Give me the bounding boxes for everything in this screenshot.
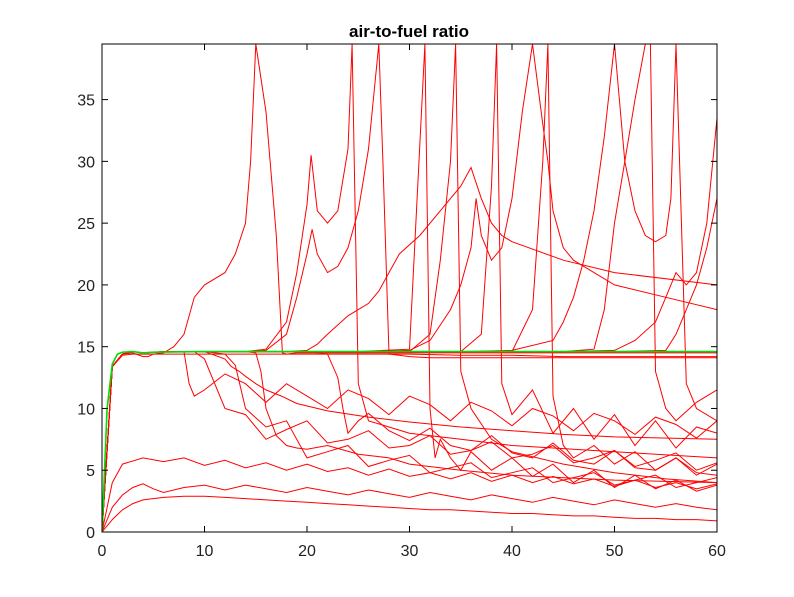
chart-title: air-to-fuel ratio xyxy=(349,22,469,41)
y-tick-label: 10 xyxy=(77,401,95,418)
series-line-3 xyxy=(102,44,717,532)
y-tick-label: 30 xyxy=(77,154,95,171)
series-line-24 xyxy=(102,351,717,532)
series-line-17 xyxy=(102,353,717,532)
x-tick-label: 0 xyxy=(98,543,107,560)
y-tick-label: 25 xyxy=(77,216,95,233)
series-line-22 xyxy=(102,483,717,532)
series-line-4 xyxy=(102,351,717,532)
series-line-1 xyxy=(102,351,717,532)
y-tick-label: 5 xyxy=(86,463,95,480)
y-tick-label: 35 xyxy=(77,93,95,110)
x-tick-label: 30 xyxy=(401,543,419,560)
series-line-20 xyxy=(102,351,717,532)
x-tick-label: 20 xyxy=(298,543,316,560)
series-line-7 xyxy=(102,166,717,532)
series-line-18 xyxy=(102,351,717,532)
x-tick-label: 50 xyxy=(606,543,624,560)
series-line-21 xyxy=(102,457,717,532)
x-tick-label: 60 xyxy=(708,543,726,560)
series-line-19 xyxy=(102,351,717,532)
x-tick-label: 10 xyxy=(196,543,214,560)
series-line-stable xyxy=(102,350,717,532)
series-line-23 xyxy=(102,495,717,532)
series-line-12 xyxy=(102,118,717,532)
y-tick-label: 20 xyxy=(77,278,95,295)
series-line-2 xyxy=(102,351,717,532)
series-line-13 xyxy=(102,198,717,532)
chart-axes: 0 10 20 30 40 50 60 0 5 10 15 20 25 30 35 xyxy=(77,43,726,560)
y-tick-label: 0 xyxy=(86,525,95,542)
chart-series-group xyxy=(102,44,717,532)
x-tick-label: 40 xyxy=(503,543,521,560)
y-tick-label: 15 xyxy=(77,340,95,357)
